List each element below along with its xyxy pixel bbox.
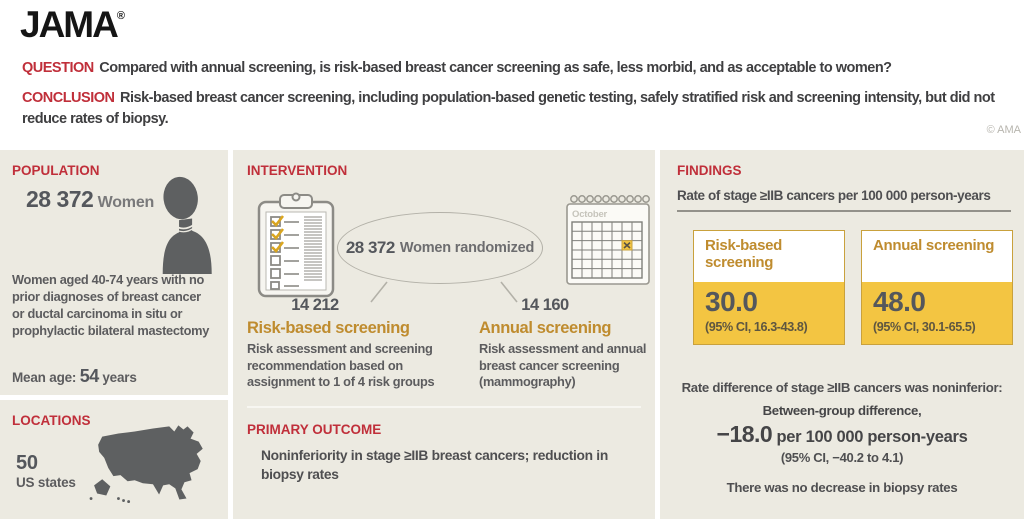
locations-count: 50 US states bbox=[16, 452, 76, 490]
annual-result-box: Annual screening 48.0 (95% CI, 30.1-65.5… bbox=[861, 230, 1013, 345]
annual-result-value: 48.0 bbox=[873, 286, 926, 317]
population-description: Women aged 40-74 years with no prior dia… bbox=[12, 272, 210, 338]
difference-unit: per 100 000 person-years bbox=[772, 428, 968, 446]
mean-age-label: Mean age: bbox=[12, 370, 80, 385]
difference-label: Between-group difference, bbox=[762, 403, 922, 418]
arm-1-name: Risk-based screening bbox=[247, 319, 410, 337]
findings-panel: FINDINGS Rate of stage ≥IIB cancers per … bbox=[660, 150, 1024, 519]
intervention-panel: INTERVENTION bbox=[233, 150, 655, 519]
population-count-unit: Women bbox=[97, 194, 155, 211]
woman-silhouette-icon bbox=[162, 176, 212, 274]
risk-based-result-value: 30.0 bbox=[705, 286, 758, 317]
conclusion-text: Risk-based breast cancer screening, incl… bbox=[22, 90, 995, 128]
conclusion-label: CONCLUSION bbox=[22, 90, 115, 106]
arm-2-name: Annual screening bbox=[479, 319, 612, 337]
randomization-connectors bbox=[370, 281, 518, 303]
primary-outcome-text: Noninferiority in stage ≥IIB breast canc… bbox=[261, 448, 608, 482]
registered-mark: ® bbox=[116, 10, 125, 22]
mean-age-value: 54 bbox=[79, 366, 100, 386]
risk-based-result-body: 30.0 (95% CI, 16.3-43.8) bbox=[694, 282, 844, 344]
arm-2-description: Risk assessment and annual breast cancer… bbox=[479, 341, 647, 390]
intervention-title: INTERVENTION bbox=[247, 163, 348, 178]
question-label: QUESTION bbox=[22, 60, 94, 76]
arm-1-description: Risk assessment and screening recommenda… bbox=[247, 341, 435, 390]
locations-panel: LOCATIONS 50 US states bbox=[0, 400, 228, 519]
question-text: Compared with annual screening, is risk-… bbox=[99, 60, 892, 76]
calendar-icon: October bbox=[566, 195, 650, 285]
population-count: 28 372 Women bbox=[26, 186, 154, 213]
locations-count-unit: US states bbox=[16, 475, 76, 490]
arm-1: Risk-based screening Risk assessment and… bbox=[247, 319, 465, 391]
biopsy-statement: There was no decrease in biopsy rates bbox=[726, 480, 958, 495]
population-count-value: 28 372 bbox=[26, 186, 94, 212]
mean-age-unit: years bbox=[98, 370, 137, 385]
jama-logo-text: JAMA bbox=[20, 4, 119, 45]
randomized-text: Women randomized bbox=[399, 240, 535, 256]
annual-result-body: 48.0 (95% CI, 30.1-65.5) bbox=[862, 282, 1012, 344]
annual-result-ci: (95% CI, 30.1-65.5) bbox=[873, 319, 976, 334]
primary-outcome-title: PRIMARY OUTCOME bbox=[247, 422, 382, 437]
calendar-month-label: October bbox=[572, 209, 608, 220]
us-map-icon bbox=[89, 425, 203, 503]
mean-age: Mean age: 54 years bbox=[12, 366, 137, 387]
arm-2-count: 14 160 bbox=[521, 296, 569, 314]
conclusion-line: CONCLUSION Risk-based breast cancer scre… bbox=[22, 88, 1022, 130]
difference-ci: (95% CI, −40.2 to 4.1) bbox=[780, 450, 904, 465]
population-title: POPULATION bbox=[12, 163, 100, 178]
section-divider bbox=[247, 406, 641, 408]
randomized-count: 28 372 bbox=[345, 238, 396, 257]
copyright-notice: © AMA bbox=[986, 124, 1021, 136]
question-line: QUESTION Compared with annual screening,… bbox=[22, 58, 1022, 79]
findings-title: FINDINGS bbox=[677, 163, 742, 178]
locations-count-value: 50 bbox=[16, 452, 38, 474]
difference-value-line: −18.0 per 100 000 person-years bbox=[668, 421, 1016, 448]
arm-2: Annual screening Risk assessment and ann… bbox=[479, 319, 651, 391]
findings-rule bbox=[677, 210, 1011, 212]
randomization-ellipse: 28 372 Women randomized bbox=[337, 212, 543, 284]
risk-based-result-label: Risk-based screening bbox=[694, 231, 844, 282]
population-panel: POPULATION 28 372 Women Women aged 40-74… bbox=[0, 150, 228, 395]
locations-title: LOCATIONS bbox=[12, 413, 91, 428]
arm-1-count: 14 212 bbox=[291, 296, 339, 314]
jama-logo: JAMA® bbox=[20, 4, 125, 46]
noninferiority-statement: Rate difference of stage ≥IIB cancers wa… bbox=[681, 380, 1003, 395]
risk-based-result-ci: (95% CI, 16.3-43.8) bbox=[705, 319, 808, 334]
risk-based-result-box: Risk-based screening 30.0 (95% CI, 16.3-… bbox=[693, 230, 845, 345]
findings-subtitle: Rate of stage ≥IIB cancers per 100 000 p… bbox=[677, 188, 991, 203]
difference-value: −18.0 bbox=[716, 421, 773, 447]
annual-result-label: Annual screening bbox=[862, 231, 1012, 282]
clipboard-checklist-icon bbox=[257, 192, 335, 298]
